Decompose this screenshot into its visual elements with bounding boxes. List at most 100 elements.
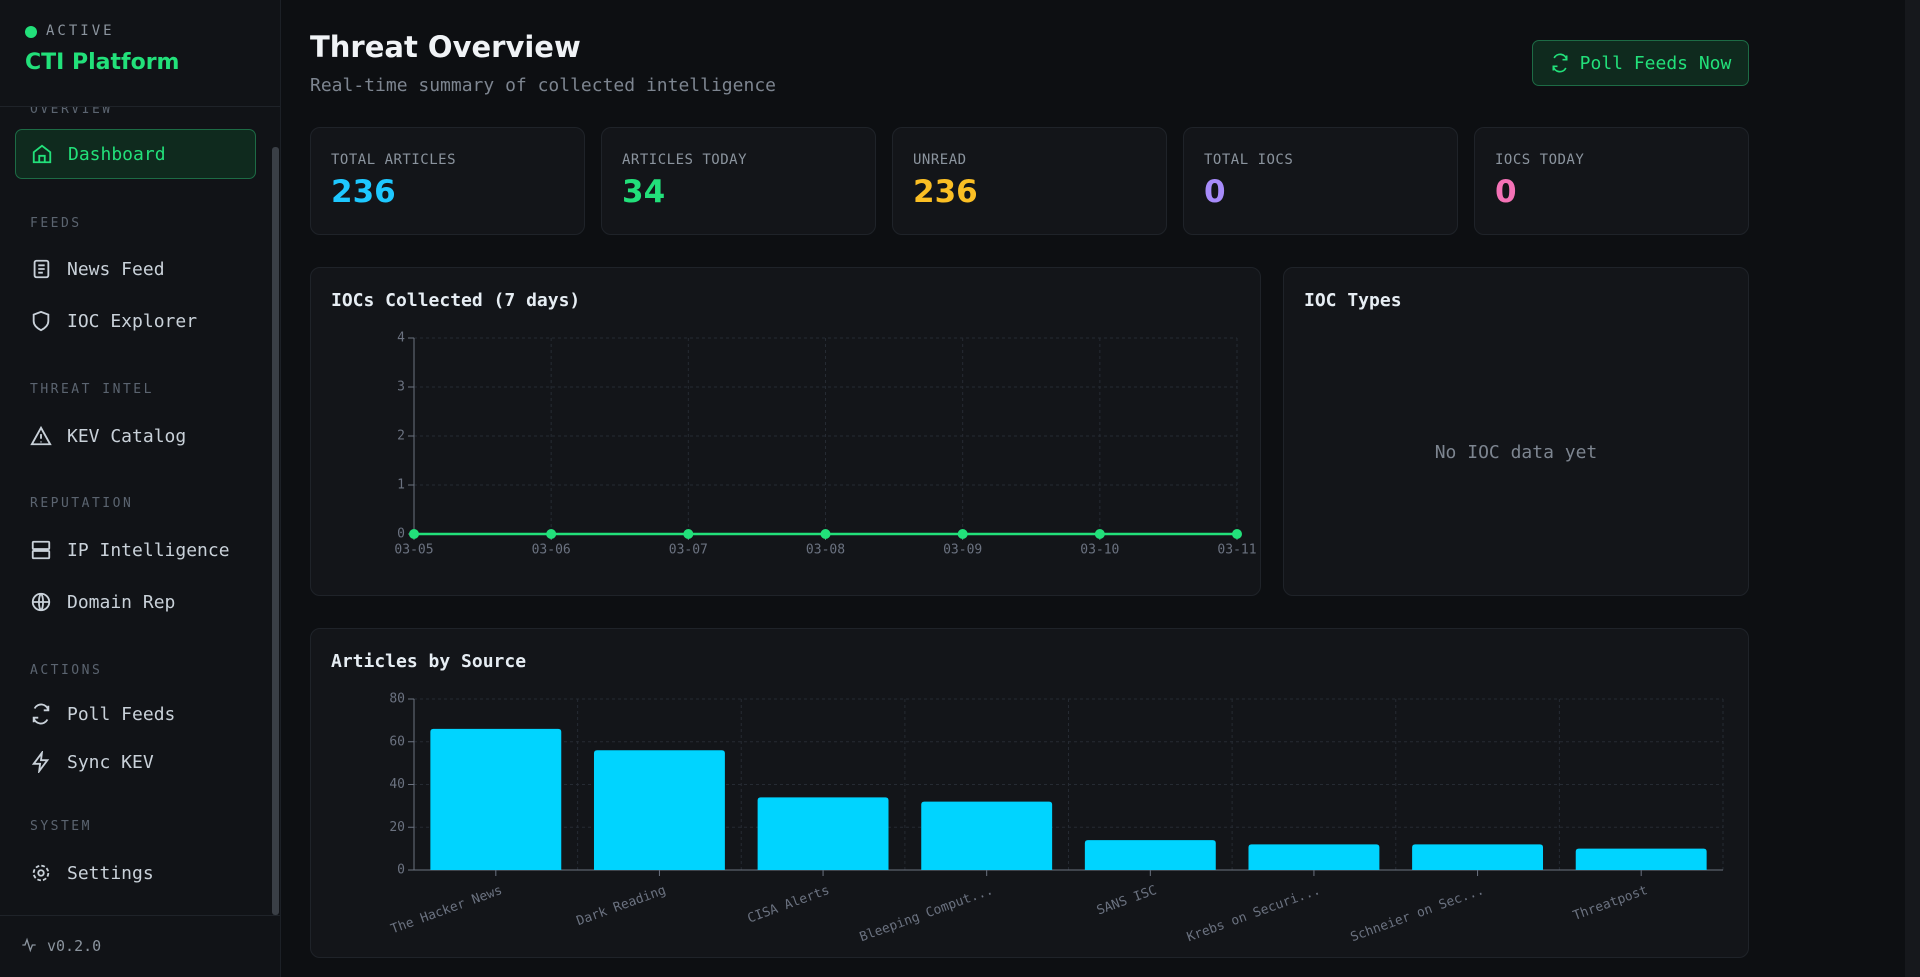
section-label: ACTIONS xyxy=(30,663,103,678)
section-label: REPUTATION xyxy=(30,496,134,511)
x-tick-label: 03-10 xyxy=(1080,543,1119,558)
stat-value: 236 xyxy=(331,174,396,210)
nav-item[interactable]: Poll Feeds xyxy=(15,689,256,739)
x-tick-label: 03-11 xyxy=(1217,543,1256,558)
ioc-types-card: IOC Types No IOC data yet xyxy=(1283,267,1749,596)
page-subtitle: Real-time summary of collected intellige… xyxy=(310,75,776,96)
chart-title: IOCs Collected (7 days) xyxy=(331,290,580,311)
y-tick-label: 80 xyxy=(389,692,405,707)
section-label: SYSTEM xyxy=(30,819,92,834)
nav-label: Domain Rep xyxy=(67,591,176,613)
section-label: FEEDS xyxy=(30,216,82,231)
source-chart: Articles by Source 0 20 40 60 80 The Hacker Ne… xyxy=(331,651,1724,945)
stat-label: ARTICLES TODAY xyxy=(622,152,748,168)
x-tick-label: Bleeping Comput... xyxy=(858,883,996,945)
nav-item[interactable]: KEV Catalog xyxy=(15,411,256,461)
nav-item[interactable]: IOC Explorer xyxy=(15,296,256,346)
section-label: OVERVIEW xyxy=(30,107,113,117)
divider xyxy=(0,106,280,107)
nav-label: Settings xyxy=(67,862,154,884)
y-tick-label: 2 xyxy=(397,429,405,444)
nav-label: KEV Catalog xyxy=(67,425,187,447)
nav-item[interactable]: Sync KEV xyxy=(15,737,256,787)
x-tick-label: SANS ISC xyxy=(1095,883,1159,919)
x-tick-label: Krebs on Securi... xyxy=(1185,883,1323,945)
stat-card: TOTAL IOCS 0 xyxy=(1183,127,1458,235)
bar xyxy=(430,728,562,870)
bar xyxy=(1248,844,1380,870)
x-tick-label: Dark Reading xyxy=(575,883,668,929)
x-tick-label: 03-06 xyxy=(532,543,571,558)
x-tick-label: The Hacker News xyxy=(389,883,504,937)
button-label: Poll Feeds Now xyxy=(1579,52,1732,74)
y-tick-label: 40 xyxy=(389,777,405,792)
y-tick-label: 4 xyxy=(397,331,405,346)
source-chart-card: Articles by Source 0 20 40 60 80 The Hacker Ne… xyxy=(310,628,1749,958)
nav-item[interactable]: IP Intelligence xyxy=(15,525,256,575)
point xyxy=(1094,529,1105,539)
ioc-chart-card: IOCs Collected (7 days) 0 1 2 3 4 03-05 03-06 03… xyxy=(310,267,1261,596)
stat-label: IOCS TODAY xyxy=(1495,152,1585,168)
x-tick-label: 03-07 xyxy=(669,543,708,558)
stat-card: TOTAL ARTICLES 236 xyxy=(310,127,585,235)
nav-item[interactable]: Domain Rep xyxy=(15,577,256,627)
point xyxy=(957,529,968,539)
stat-label: TOTAL ARTICLES xyxy=(331,152,457,168)
scrollbar xyxy=(272,147,279,915)
y-tick-label: 3 xyxy=(397,380,405,395)
y-tick-label: 60 xyxy=(389,734,405,749)
point xyxy=(546,529,557,539)
y-tick-label: 0 xyxy=(397,527,405,542)
nav-label: Sync KEV xyxy=(67,751,154,773)
stat-label: TOTAL IOCS xyxy=(1204,152,1294,168)
ioc-chart: IOCs Collected (7 days) 0 1 2 3 4 03-05 03-06 03… xyxy=(331,290,1257,558)
point xyxy=(820,529,831,539)
stat-label: UNREAD xyxy=(913,152,967,168)
pulse-icon xyxy=(22,937,36,953)
stat-value: 0 xyxy=(1204,174,1226,210)
stat-value: 0 xyxy=(1495,174,1517,210)
x-tick-label: CISA Alerts xyxy=(746,883,832,927)
nav-item[interactable]: Dashboard xyxy=(15,129,256,179)
bar xyxy=(1575,848,1707,870)
x-tick-label: Threatpost xyxy=(1571,883,1650,924)
chart-title: Articles by Source xyxy=(331,651,526,672)
x-tick-label: 03-08 xyxy=(806,543,845,558)
point xyxy=(683,529,694,539)
point xyxy=(1232,529,1242,539)
poll-button[interactable]: Poll Feeds Now xyxy=(1532,40,1749,86)
stat-value: 236 xyxy=(913,174,978,210)
stat-card: IOCS TODAY 0 xyxy=(1474,127,1749,235)
nav-label: Poll Feeds xyxy=(67,703,176,725)
status: ACTIVE xyxy=(46,23,115,39)
page-title: Threat Overview xyxy=(310,30,581,64)
nav-label: IOC Explorer xyxy=(67,310,198,332)
bar xyxy=(1412,844,1544,870)
section-label: THREAT INTEL xyxy=(30,382,154,397)
bar xyxy=(921,801,1053,870)
y-tick-label: 0 xyxy=(397,863,405,878)
card-title: IOC Types xyxy=(1304,290,1402,311)
nav-item[interactable]: Settings xyxy=(15,848,256,898)
y-tick-label: 20 xyxy=(389,820,405,835)
x-tick-label: 03-09 xyxy=(943,543,982,558)
x-tick-label: 03-05 xyxy=(394,543,433,558)
stat-card: ARTICLES TODAY 34 xyxy=(601,127,876,235)
empty-message: No IOC data yet xyxy=(1434,442,1598,463)
y-tick-label: 1 xyxy=(397,478,405,493)
stat-value: 34 xyxy=(622,174,666,210)
version: v0.2.0 xyxy=(47,937,102,955)
nav: OVERVIEW Dashboard FEEDS News Feed IOC E… xyxy=(0,107,270,915)
nav-item[interactable]: News Feed xyxy=(15,244,256,294)
nav-label: IP Intelligence xyxy=(67,539,230,561)
bar xyxy=(593,750,725,870)
bar xyxy=(757,797,889,870)
divider xyxy=(0,915,280,916)
page-scrollbar xyxy=(1905,0,1920,977)
nav-label: News Feed xyxy=(67,258,165,280)
sidebar: ACTIVE CTI Platform OVERVIEW Dashboard F… xyxy=(0,0,281,977)
bar xyxy=(1084,840,1216,870)
status-dot xyxy=(25,26,37,38)
point xyxy=(409,529,419,539)
